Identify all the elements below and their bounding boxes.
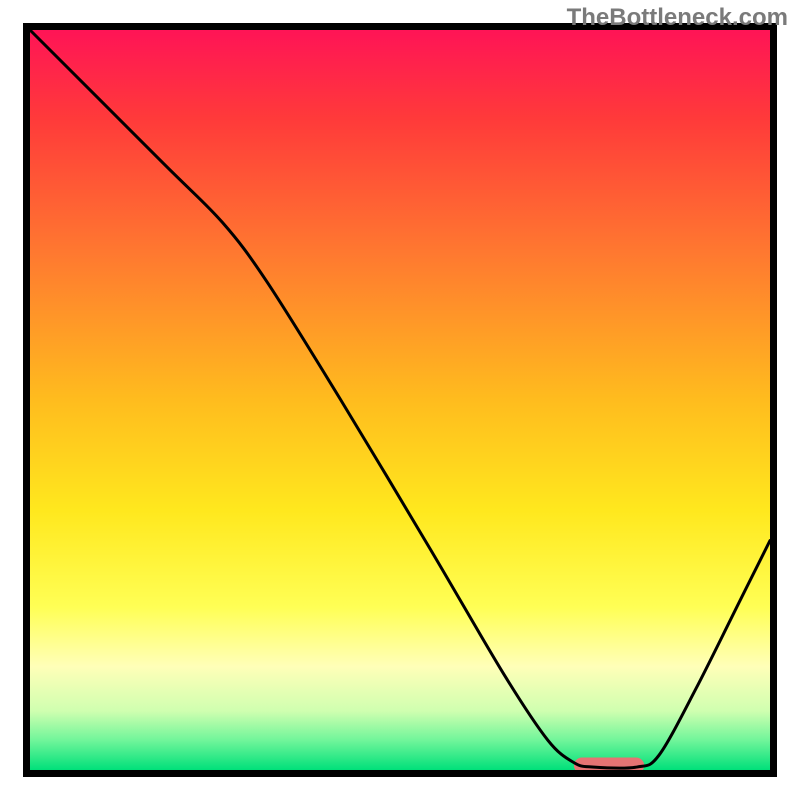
watermark-text: TheBottleneck.com xyxy=(567,4,788,32)
bottleneck-chart xyxy=(0,0,800,800)
chart-container: TheBottleneck.com xyxy=(0,0,800,800)
